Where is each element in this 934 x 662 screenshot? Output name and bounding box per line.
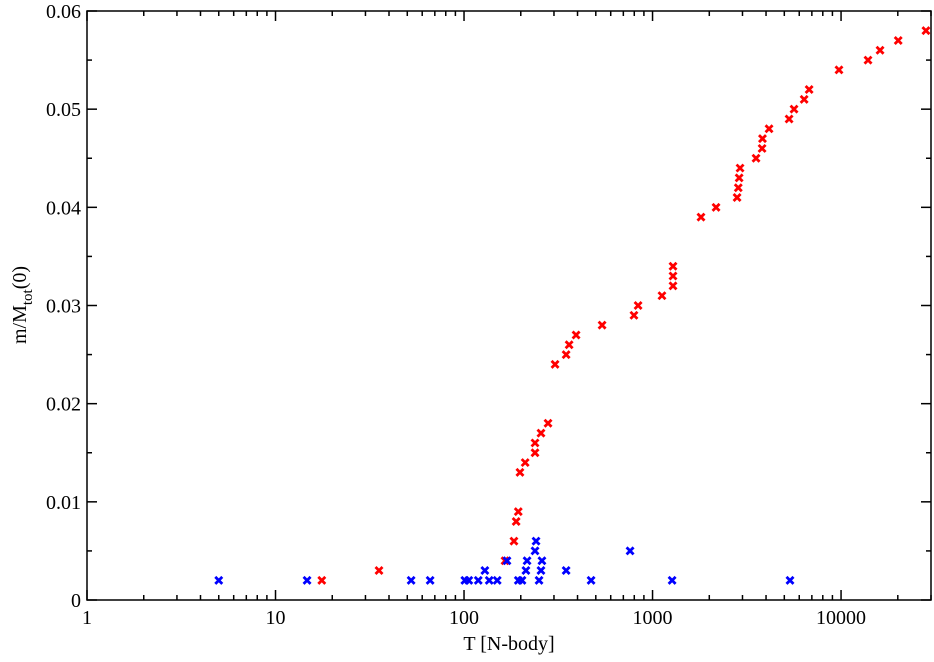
point [492,575,502,585]
x-axis-label: T [N-body] [463,633,554,655]
x-tick-label: 10 [266,607,286,629]
point [893,35,903,45]
point [502,556,512,566]
y-label-main: m/M [9,305,31,344]
point [629,310,639,320]
point [302,575,312,585]
x-tick-label: 100 [449,607,479,629]
point [534,575,544,585]
point [513,507,523,517]
point [785,575,795,585]
y-tick-label: 0.02 [46,394,81,416]
y-tick-label: 0.03 [46,296,81,318]
point [536,428,546,438]
y-label-tail: (0) [9,266,31,289]
point [464,575,474,585]
point [757,134,767,144]
point [484,575,494,585]
point [804,85,814,95]
point [633,301,643,310]
point [480,566,490,576]
point [921,26,931,36]
point [657,291,667,301]
point [711,202,721,212]
point [789,104,799,114]
point [667,575,677,585]
point [561,566,571,576]
y-tick-label: 0.01 [46,492,81,514]
point [571,330,581,340]
x-tick-label: 10000 [816,607,866,629]
point [668,271,678,281]
point [515,467,525,477]
point [834,65,844,75]
y-tick-label: 0.05 [46,99,81,121]
point [522,556,532,566]
point [561,350,571,360]
x-tick-label: 1000 [633,607,673,629]
point [317,575,327,585]
y-axis-label: m/Mtot(0) [9,266,36,344]
point [530,438,540,448]
x-tick-label: 1 [82,607,92,629]
point [733,183,743,193]
point [863,55,873,65]
point [799,94,809,104]
point [757,143,767,153]
point [374,566,384,576]
point [425,575,435,585]
point [597,320,607,330]
point [517,575,527,585]
point [668,261,678,271]
point [550,359,560,369]
y-label-sub: tot [20,288,36,305]
point [735,163,745,173]
point [668,281,678,291]
point [406,575,416,585]
point [214,575,224,585]
point [696,212,706,222]
point [586,575,596,585]
point [732,193,742,203]
point [536,566,546,576]
point [764,124,774,134]
point [531,536,541,546]
y-tick-label: 0 [71,590,81,612]
point [734,173,744,183]
point [473,575,483,585]
point [784,114,794,124]
point [875,45,885,55]
y-tick-label: 0.04 [46,197,81,219]
point [511,516,521,526]
y-tick-label: 0.06 [46,1,81,23]
point [564,340,574,350]
point [751,153,761,163]
point [530,546,540,556]
point [530,448,540,458]
point [509,536,519,546]
point [521,566,531,576]
point [625,546,635,556]
point [537,556,547,566]
point [520,458,530,468]
point [543,418,553,428]
